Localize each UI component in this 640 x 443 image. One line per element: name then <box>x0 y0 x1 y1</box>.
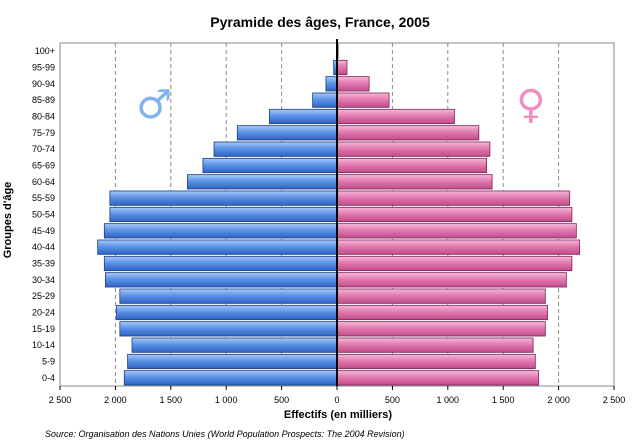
category-label: 65-69 <box>32 161 55 171</box>
female-symbol-icon: ♀ <box>516 82 545 128</box>
male-bar <box>123 370 338 386</box>
x-tick-label: 500 <box>274 395 289 405</box>
male-bar <box>116 304 338 321</box>
source-note: Source: Organisation des Nations Unies (… <box>45 429 405 439</box>
male-bar <box>109 190 338 206</box>
male-bar <box>119 321 338 337</box>
female-bar <box>336 92 390 108</box>
female-bar <box>336 76 370 92</box>
male-bar <box>269 108 338 125</box>
female-bar <box>336 108 455 125</box>
category-label: 80-84 <box>32 112 55 122</box>
x-tick-label: 2 500 <box>49 395 72 405</box>
category-label: 10-14 <box>32 340 55 350</box>
male-bar <box>202 157 338 174</box>
category-label: 55-59 <box>32 193 55 203</box>
x-tick-label: 1 000 <box>437 395 460 405</box>
category-label: 0-4 <box>42 373 55 383</box>
category-label: 100+ <box>35 46 55 56</box>
category-label: 60-64 <box>32 177 55 187</box>
male-bar <box>105 272 338 288</box>
female-bar <box>336 157 487 174</box>
x-tick-label: 0 <box>334 395 339 405</box>
category-label: 95-99 <box>32 63 55 73</box>
category-label: 50-54 <box>32 210 55 220</box>
male-bar <box>312 92 338 108</box>
female-bar <box>336 223 577 239</box>
female-bar <box>336 190 571 206</box>
female-bar <box>336 206 573 223</box>
x-tick-label: 2 500 <box>603 395 626 405</box>
category-label: 90-94 <box>32 79 55 89</box>
category-label: 35-39 <box>32 259 55 269</box>
male-bar <box>325 76 338 92</box>
male-bar <box>213 141 338 157</box>
male-bar <box>103 223 338 239</box>
male-bar <box>103 255 338 272</box>
female-bar <box>336 59 348 76</box>
female-bar <box>336 288 546 304</box>
male-bar <box>109 206 338 223</box>
female-bar <box>336 353 536 370</box>
female-bar <box>336 125 480 141</box>
female-bar <box>336 174 493 190</box>
female-bar <box>336 370 540 386</box>
male-symbol-icon: ♂ <box>136 82 172 128</box>
category-label: 45-49 <box>32 226 55 236</box>
x-axis-title: Effectifs (en milliers) <box>283 409 393 421</box>
category-label: 30-34 <box>32 275 55 285</box>
chart-title: Pyramide des âges, France, 2005 <box>210 14 430 30</box>
female-bar <box>336 337 534 353</box>
category-label: 15-19 <box>32 324 55 334</box>
female-bar <box>336 141 491 157</box>
female-bar <box>336 272 567 288</box>
male-bar <box>236 125 338 141</box>
female-bar <box>336 239 581 255</box>
female-bar <box>336 304 548 321</box>
male-bar <box>119 288 338 304</box>
x-tick-label: 1 000 <box>215 395 238 405</box>
female-bar <box>336 321 546 337</box>
category-label: 5-9 <box>42 357 55 367</box>
category-label: 85-89 <box>32 95 55 105</box>
x-tick-label: 1 500 <box>160 395 183 405</box>
x-tick-label: 1 500 <box>492 395 515 405</box>
category-label: 20-24 <box>32 308 55 318</box>
male-bar <box>127 353 338 370</box>
male-bar <box>97 239 338 255</box>
female-bar <box>336 255 573 272</box>
x-tick-label: 2 000 <box>547 395 570 405</box>
category-label: 70-74 <box>32 144 55 154</box>
male-bar <box>131 337 338 353</box>
x-tick-label: 2 000 <box>104 395 127 405</box>
male-bar <box>187 174 338 190</box>
x-tick-label: 500 <box>385 395 400 405</box>
category-label: 40-44 <box>32 242 55 252</box>
category-label: 75-79 <box>32 128 55 138</box>
category-label: 25-29 <box>32 291 55 301</box>
